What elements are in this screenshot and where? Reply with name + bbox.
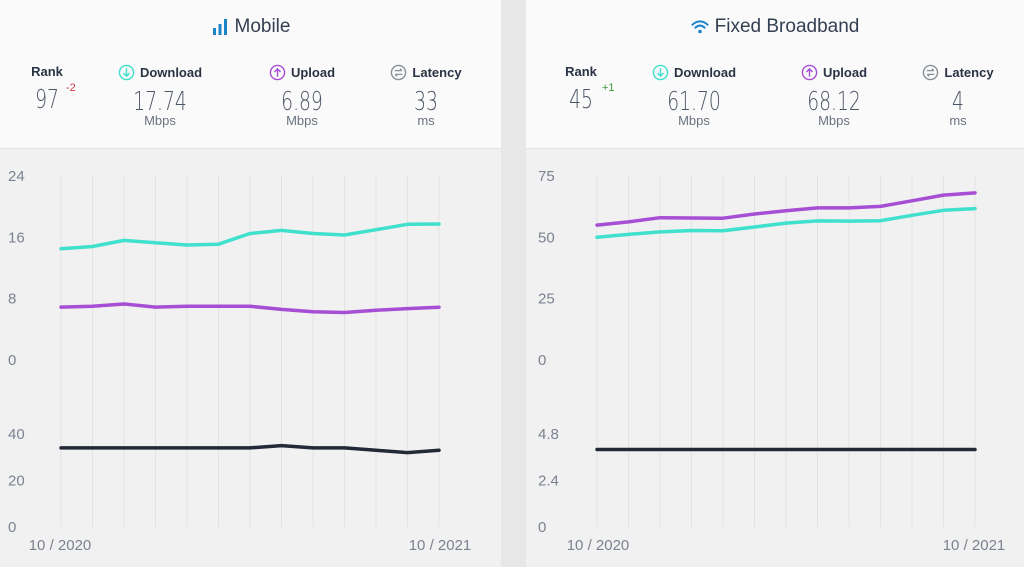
- latency-unit: ms: [417, 113, 435, 128]
- rank-label: Rank: [565, 64, 597, 79]
- download-label: Download: [673, 65, 737, 80]
- latency-tick-label: 0: [538, 519, 546, 536]
- latency-unit: ms: [949, 113, 967, 128]
- download-unit: Mbps: [144, 113, 176, 128]
- speed-tick-label: 24: [8, 168, 25, 185]
- upload-unit: Mbps: [818, 113, 850, 128]
- rank-change-badge: -2: [66, 82, 76, 94]
- mobile-rank: Rank 97: [24, 64, 70, 114]
- wifi-icon: [691, 20, 709, 34]
- upload-series-line: [59, 302, 441, 315]
- download-series-line: [59, 222, 441, 251]
- fixed-title-text: Fixed Broadband: [714, 16, 860, 37]
- download-label: Download: [139, 65, 203, 80]
- latency-label-row: Latency: [378, 64, 474, 81]
- latency-tick-label: 4.8: [538, 426, 559, 443]
- upload-label-row: Upload: [254, 64, 350, 81]
- fixed-download[interactable]: Download 61.70 Mbps: [642, 64, 746, 128]
- latency-label: Latency: [944, 65, 994, 80]
- fixed-broadband-panel: Fixed Broadband Rank 45 +1 Download 61.7…: [526, 0, 1024, 567]
- mobile-title: Mobile: [0, 16, 501, 38]
- download-value: 17.74: [133, 87, 187, 117]
- speed-tick-label: 50: [538, 229, 555, 246]
- latency-tick-label: 0: [8, 519, 16, 536]
- latency-value: 33: [414, 87, 438, 117]
- latency-tick-label: 20: [8, 473, 25, 490]
- x-end-label: 10 / 2021: [943, 537, 1006, 554]
- rank-value: 97: [35, 85, 59, 115]
- rank-value: 45: [569, 85, 593, 115]
- x-start-label: 10 / 2020: [29, 537, 92, 554]
- upload-value: 6.89: [281, 87, 323, 117]
- mobile-title-text: Mobile: [234, 16, 291, 37]
- download-arrow-icon: [118, 64, 135, 81]
- latency-tick-label: 2.4: [538, 473, 559, 490]
- speed-tick-label: 0: [538, 352, 546, 369]
- upload-label: Upload: [822, 65, 868, 80]
- upload-value: 68.12: [807, 87, 861, 117]
- latency-series-line: [59, 443, 441, 455]
- x-start-label: 10 / 2020: [567, 537, 630, 554]
- upload-label: Upload: [290, 65, 336, 80]
- signal-bars-icon: [212, 19, 227, 35]
- download-label-row: Download: [642, 64, 746, 81]
- mobile-download[interactable]: Download 17.74 Mbps: [108, 64, 212, 128]
- upload-arrow-icon: [269, 64, 286, 81]
- latency-label: Latency: [412, 65, 462, 80]
- fixed-broadband-chart: 75 50 25 0 4.8 2.4 0 10 / 2020 10 / 2021: [538, 168, 1006, 554]
- rank-change-badge: +1: [602, 82, 615, 94]
- x-end-label: 10 / 2021: [409, 537, 472, 554]
- latency-label-row: Latency: [910, 64, 1006, 81]
- latency-tick-label: 40: [8, 426, 25, 443]
- fixed-rank: Rank 45: [558, 64, 604, 114]
- download-unit: Mbps: [678, 113, 710, 128]
- latency-icon: [923, 64, 939, 81]
- speed-tick-label: 0: [8, 352, 16, 369]
- upload-label-row: Upload: [786, 64, 882, 81]
- mobile-panel: Mobile Rank 97 -2 Download 17.74 Mbps: [0, 0, 501, 567]
- speed-tick-label: 16: [8, 229, 25, 246]
- download-value: 61.70: [667, 87, 721, 117]
- mobile-header: Mobile Rank 97 -2 Download 17.74 Mbps: [0, 0, 501, 149]
- fixed-title: Fixed Broadband: [526, 16, 1024, 38]
- mobile-chart: 24 16 8 0 40 20 0 10 / 2020 10 / 2021: [8, 168, 472, 554]
- mobile-upload[interactable]: Upload 6.89 Mbps: [254, 64, 350, 128]
- download-label-row: Download: [108, 64, 212, 81]
- upload-arrow-icon: [801, 64, 818, 81]
- upload-unit: Mbps: [286, 113, 318, 128]
- speed-tick-label: 75: [538, 168, 555, 185]
- download-arrow-icon: [652, 64, 669, 81]
- download-series-line: [595, 206, 977, 240]
- latency-value: 4: [952, 87, 964, 117]
- speed-tick-label: 8: [8, 291, 16, 308]
- rank-label: Rank: [31, 64, 63, 79]
- latency-icon: [391, 64, 407, 81]
- speed-tick-label: 25: [538, 291, 555, 308]
- fixed-upload[interactable]: Upload 68.12 Mbps: [786, 64, 882, 128]
- upload-series-line: [595, 191, 977, 227]
- mobile-latency[interactable]: Latency 33 ms: [378, 64, 474, 128]
- fixed-latency[interactable]: Latency 4 ms: [910, 64, 1006, 128]
- fixed-header: Fixed Broadband Rank 45 +1 Download 61.7…: [526, 0, 1024, 149]
